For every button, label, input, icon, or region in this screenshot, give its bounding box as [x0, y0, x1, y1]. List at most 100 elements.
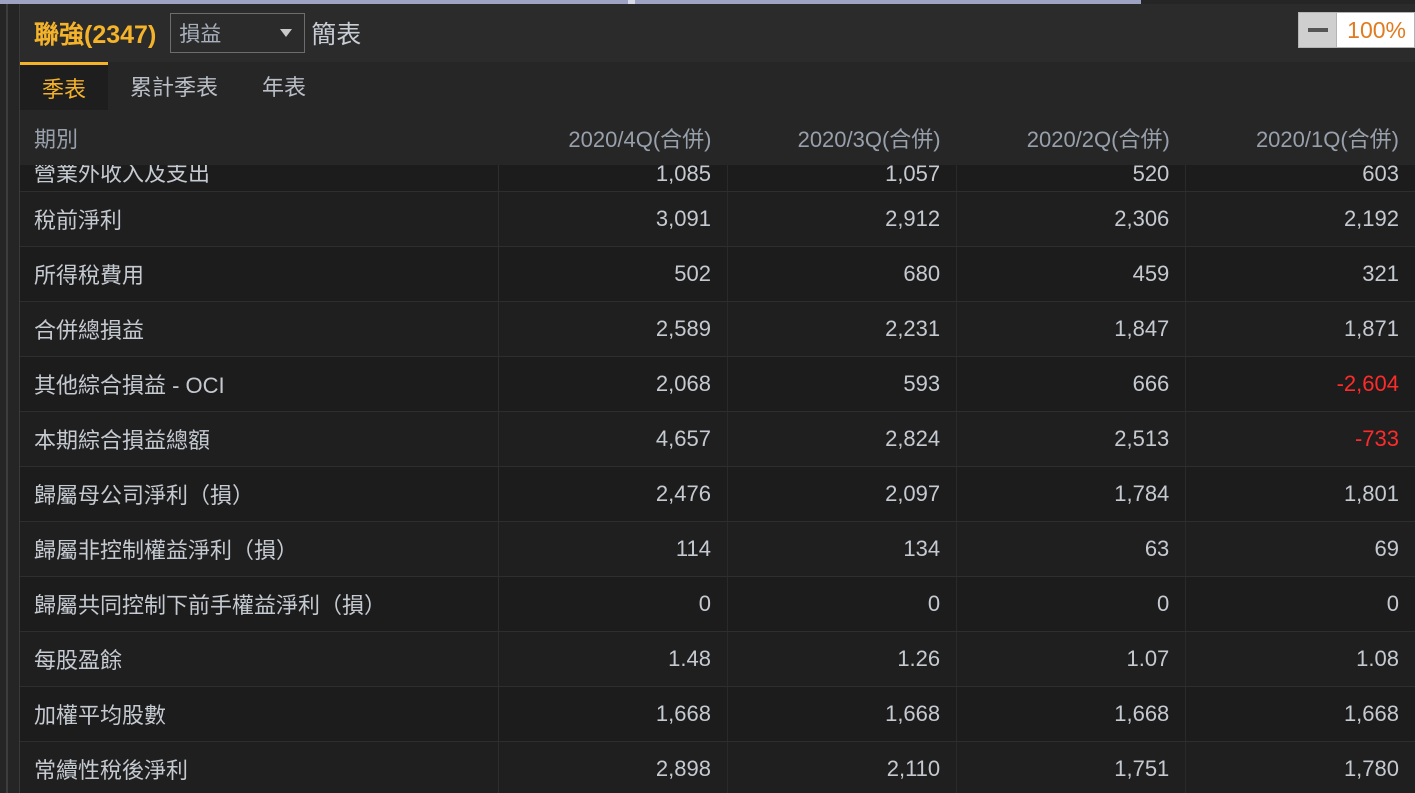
- row-label-text: 營業外收入及支出: [34, 165, 211, 186]
- app-header: 聯強(2347) 損益 簡表 100%: [20, 4, 1415, 62]
- financial-table: 期別 2020/4Q(合併) 2020/3Q(合併) 2020/2Q(合併) 2…: [20, 110, 1415, 793]
- table-row-clipped: 營業外收入及支出 1,085 1,057 520 603: [20, 165, 1415, 192]
- column-header-2020-3q: 2020/3Q(合併): [727, 110, 957, 165]
- table-body: 營業外收入及支出 1,085 1,057 520 603: [20, 165, 1415, 793]
- column-header-2020-2q: 2020/2Q(合併): [956, 110, 1186, 165]
- table-row: 常續性稅後淨利 2,898 2,110 1,751 1,780: [20, 741, 1415, 793]
- row-label-non-operating: 營業外收入及支出: [20, 165, 499, 192]
- row-label: 加權平均股數: [20, 686, 499, 742]
- cell-value: 1,085: [655, 165, 711, 186]
- table-cell: 63: [956, 521, 1187, 577]
- cell-value: 520: [1132, 165, 1170, 186]
- cell-value: 603: [1362, 165, 1399, 186]
- table-cell: 459: [956, 246, 1187, 302]
- row-label: 歸屬非控制權益淨利（損）: [20, 521, 499, 577]
- report-type-select[interactable]: 損益: [170, 13, 306, 53]
- row-label: 稅前淨利: [20, 191, 499, 247]
- row-label: 所得稅費用: [20, 246, 499, 302]
- table-cell: -2,604: [1185, 356, 1415, 412]
- row-label: 本期綜合損益總額: [20, 411, 499, 467]
- table-cell: 2,068: [498, 356, 728, 412]
- table-cell: 1,668: [727, 686, 958, 742]
- table-row: 歸屬母公司淨利（損） 2,476 2,097 1,784 1,801: [20, 466, 1415, 522]
- table-cell: 593: [727, 356, 958, 412]
- table-cell: 2,898: [498, 741, 728, 793]
- table-cell: 1.08: [1185, 631, 1415, 687]
- row-label: 其他綜合損益 - OCI: [20, 356, 499, 412]
- table-cell: 2,192: [1185, 191, 1415, 247]
- tab-annual[interactable]: 年表: [240, 62, 328, 110]
- table-row: 歸屬非控制權益淨利（損） 114 134 63 69: [20, 521, 1415, 577]
- table-cell: 0: [727, 576, 958, 632]
- table-cell: 0: [498, 576, 728, 632]
- table-row: 稅前淨利 3,091 2,912 2,306 2,192: [20, 191, 1415, 247]
- minus-icon: [1307, 28, 1328, 32]
- table-header-row: 期別 2020/4Q(合併) 2020/3Q(合併) 2020/2Q(合併) 2…: [20, 110, 1415, 165]
- table-row: 所得稅費用 502 680 459 321: [20, 246, 1415, 302]
- table-cell: 114: [498, 521, 728, 577]
- table-row: 加權平均股數 1,668 1,668 1,668 1,668: [20, 686, 1415, 742]
- table-cell: 1.07: [956, 631, 1187, 687]
- table-cell: 2,110: [727, 741, 958, 793]
- table-cell: 502: [498, 246, 728, 302]
- tab-quarterly[interactable]: 季表: [20, 62, 109, 110]
- table-cell: 321: [1185, 246, 1415, 302]
- tab-cumulative-quarterly[interactable]: 累計季表: [108, 62, 240, 110]
- table-row: 其他綜合損益 - OCI 2,068 593 666 -2,604: [20, 356, 1415, 412]
- zoom-level-value[interactable]: 100%: [1337, 13, 1414, 47]
- window-chrome-strip: [0, 0, 1141, 4]
- table-cell: -733: [1185, 411, 1415, 467]
- table-cell: 2,912: [727, 191, 958, 247]
- table-cell: 1,668: [956, 686, 1187, 742]
- table-cell: 2,097: [727, 466, 958, 522]
- chevron-down-icon: [280, 29, 293, 37]
- row-label: 常續性稅後淨利: [20, 741, 499, 793]
- table-row: 每股盈餘 1.48 1.26 1.07 1.08: [20, 631, 1415, 687]
- table-cell: 666: [956, 356, 1187, 412]
- table-cell: 1.26: [727, 631, 958, 687]
- cell-non-operating-2020-1q: 603: [1185, 165, 1415, 192]
- table-cell: 134: [727, 521, 958, 577]
- column-header-2020-1q: 2020/1Q(合併): [1185, 110, 1415, 165]
- left-gutter-rail: [6, 4, 8, 793]
- table-header: 期別 2020/4Q(合併) 2020/3Q(合併) 2020/2Q(合併) 2…: [20, 110, 1415, 165]
- zoom-widget: 100%: [1298, 12, 1415, 48]
- left-gutter: [0, 4, 20, 793]
- table-cell: 4,657: [498, 411, 728, 467]
- table-cell: 1,871: [1185, 301, 1415, 357]
- table-cell: 1,751: [956, 741, 1187, 793]
- table-cell: 2,476: [498, 466, 728, 522]
- tab-quarterly-label: 季表: [42, 76, 87, 102]
- table-cell: 69: [1185, 521, 1415, 577]
- tab-annual-label: 年表: [262, 75, 307, 100]
- table-cell: 680: [727, 246, 958, 302]
- zoom-out-button[interactable]: [1299, 13, 1338, 47]
- column-header-period: 期別: [20, 110, 499, 165]
- table-cell: 2,589: [498, 301, 728, 357]
- cell-non-operating-2020-2q: 520: [956, 165, 1187, 192]
- table-cell: 0: [956, 576, 1187, 632]
- table-cell: 1,784: [956, 466, 1187, 522]
- cell-non-operating-2020-4q: 1,085: [498, 165, 728, 192]
- window-chrome-notch: [628, 0, 635, 4]
- column-header-2020-4q: 2020/4Q(合併): [498, 110, 728, 165]
- tab-cumulative-quarterly-label: 累計季表: [130, 75, 219, 100]
- cell-value: 1,057: [885, 165, 941, 186]
- report-type-select-value: 損益: [179, 23, 222, 46]
- company-name: 聯強(2347): [34, 21, 157, 49]
- table-cell: 0: [1185, 576, 1415, 632]
- financial-table-scroll-area[interactable]: 期別 2020/4Q(合併) 2020/3Q(合併) 2020/2Q(合併) 2…: [20, 110, 1415, 793]
- table-cell: 1.48: [498, 631, 728, 687]
- table-cell: 1,847: [956, 301, 1187, 357]
- row-label: 歸屬共同控制下前手權益淨利（損）: [20, 576, 499, 632]
- table-cell: 1,668: [1185, 686, 1415, 742]
- row-label: 歸屬母公司淨利（損）: [20, 466, 499, 522]
- table-row: 歸屬共同控制下前手權益淨利（損） 0 0 0 0: [20, 576, 1415, 632]
- table-cell: 1,801: [1185, 466, 1415, 522]
- table-cell: 3,091: [498, 191, 728, 247]
- cell-non-operating-2020-3q: 1,057: [727, 165, 958, 192]
- table-row: 合併總損益 2,589 2,231 1,847 1,871: [20, 301, 1415, 357]
- row-label: 每股盈餘: [20, 631, 499, 687]
- report-suffix-label: 簡表: [311, 21, 362, 49]
